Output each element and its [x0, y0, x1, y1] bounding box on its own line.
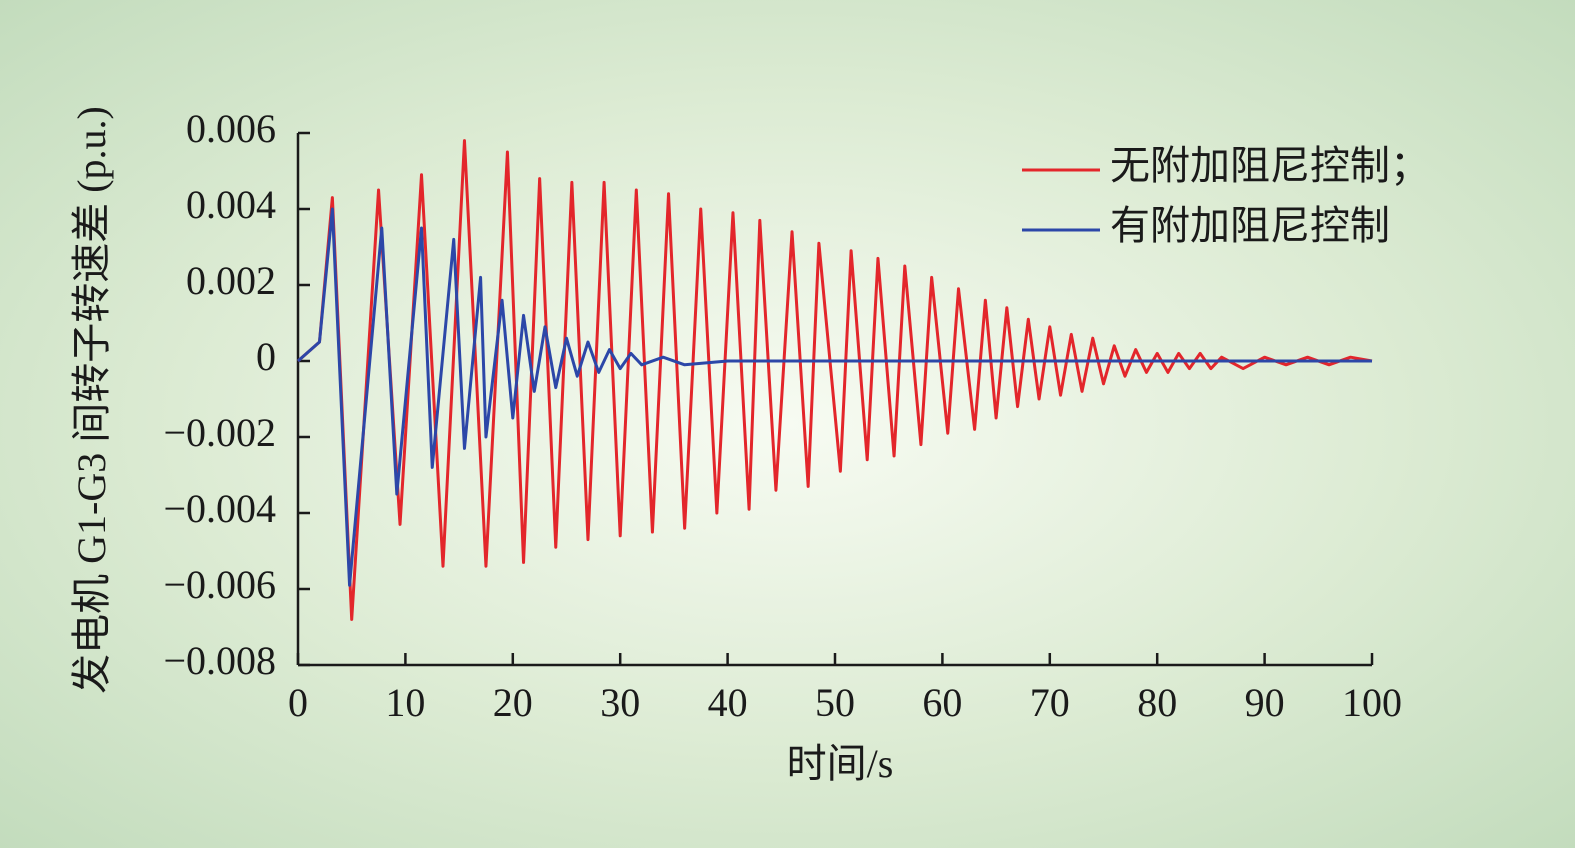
- y-tick-label: −0.004: [163, 486, 276, 531]
- y-tick-label: −0.006: [163, 562, 276, 607]
- y-tick-label: 0.006: [186, 106, 276, 151]
- x-tick-label: 70: [1030, 680, 1070, 725]
- y-tick-label: −0.008: [163, 638, 276, 683]
- legend-label: 无附加阻尼控制；: [1110, 143, 1430, 188]
- x-tick-label: 30: [600, 680, 640, 725]
- x-axis-label: 时间/s: [787, 741, 894, 786]
- x-tick-label: 10: [385, 680, 425, 725]
- x-tick-label: 0: [288, 680, 308, 725]
- y-axis-label: 发电机 G1-G3 间转子转速差 (p.u.): [69, 106, 114, 694]
- y-tick-label: 0.002: [186, 258, 276, 303]
- x-tick-label: 50: [815, 680, 855, 725]
- legend-label: 有附加阻尼控制: [1110, 203, 1390, 248]
- y-tick-label: −0.002: [163, 410, 276, 455]
- x-tick-label: 20: [493, 680, 533, 725]
- x-tick-label: 80: [1137, 680, 1177, 725]
- x-tick-label: 90: [1245, 680, 1285, 725]
- y-tick-label: 0.004: [186, 182, 276, 227]
- y-tick-label: 0: [256, 334, 276, 379]
- x-tick-label: 60: [922, 680, 962, 725]
- x-tick-label: 100: [1342, 680, 1402, 725]
- series-line: [297, 207, 1372, 587]
- x-tick-label: 40: [708, 680, 748, 725]
